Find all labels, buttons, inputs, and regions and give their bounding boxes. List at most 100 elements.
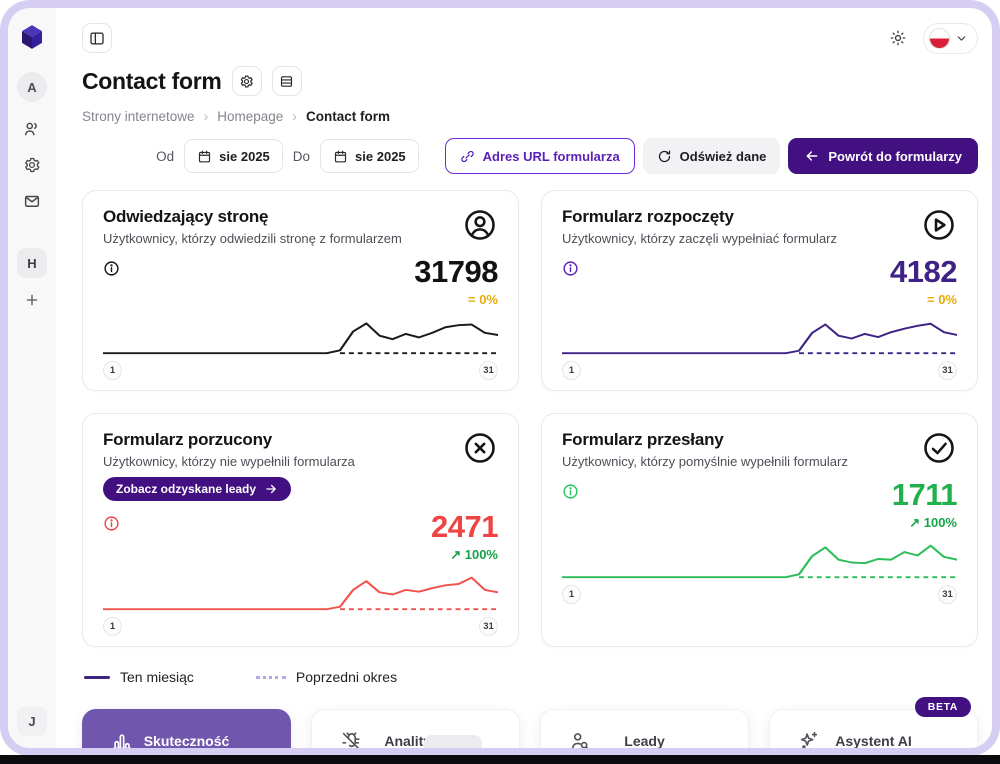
card-subtitle: Użytkownicy, którzy zaczęli wypełniać fo… [562,231,837,246]
card-header: Formularz porzucony Użytkownicy, którzy … [103,430,498,501]
mail-icon [24,195,40,207]
breadcrumb-item-current: Contact form [305,108,390,124]
recovered-leads-button[interactable]: Zobacz odzyskane leady [103,477,292,501]
bar-chart-icon [111,730,133,748]
sparkline-chart [103,322,498,355]
card-subtitle: Użytkownicy, którzy pomyślnie wypełnili … [562,454,848,469]
tab-skutecznosc[interactable]: Skuteczność [82,709,291,748]
metric-value: 1711 [891,477,958,512]
add-workspace-button[interactable] [24,292,40,308]
date-to-picker[interactable]: sie 2025 [320,139,419,173]
user-search-icon [569,730,591,748]
arrow-right-icon [266,484,276,494]
poland-flag-icon [929,27,950,49]
sparkles-icon [798,730,820,748]
theme-toggle-button[interactable] [889,29,907,47]
plus-icon [26,294,38,306]
tab-label: Skuteczność [143,733,230,748]
user-avatar-j[interactable]: J [17,706,47,736]
sidebar: A H [8,8,56,748]
solid-line-swatch [84,675,110,679]
axis-tick-end: 31 [938,361,957,380]
metric-delta: ↗ 100% [450,547,498,562]
refresh-icon [658,150,670,162]
metric-value: 31798 [414,254,498,289]
card-title: Odwiedzający stronę [103,207,269,226]
metric-cards-grid: Odwiedzający stronę Użytkownicy, którzy … [82,190,978,647]
axis-tick-start: 1 [103,617,122,636]
card-form-abandoned: Formularz porzucony Użytkownicy, którzy … [82,413,519,647]
info-icon[interactable] [562,260,579,277]
value-row: 31798 = 0% [103,256,498,307]
title-row: Contact form [82,66,978,96]
beta-badge: BETA [914,697,971,717]
breadcrumb-item-sites[interactable]: Strony internetowe [82,108,195,124]
users-icon [24,122,37,136]
refresh-data-label: Odśwież dane [679,148,767,164]
sparkline-chart [103,576,498,611]
workspace-item-h[interactable]: H [17,248,47,278]
form-url-label: Adres URL formularza [482,148,620,164]
info-icon[interactable] [103,260,120,277]
metric-delta: ↗ 100% [909,515,957,530]
horizontal-scrollbar-thumb[interactable] [424,735,482,748]
value-row: 1711 ↗ 100% [562,477,958,531]
breadcrumb: Strony internetowe › Homepage › Contact … [82,108,978,124]
breadcrumb-item-homepage[interactable]: Homepage [217,108,284,124]
gear-icon [25,157,40,173]
cube-logo-icon [22,25,42,49]
main-content: Contact form Strony internetowe › Homepa… [56,8,992,748]
tab-analityka[interactable]: Analityka [311,709,520,748]
bug-off-icon [340,730,362,748]
refresh-data-button[interactable]: Odśwież dane [642,138,781,174]
info-icon[interactable] [103,515,120,532]
link-icon [460,150,474,162]
card-title: Formularz porzucony [103,430,273,449]
calendar-icon [197,149,212,164]
calendar-icon [333,149,348,164]
sidebar-item-users[interactable] [23,120,41,138]
back-to-forms-button[interactable]: Powrót do formularzy [788,138,978,174]
metric-value: 2471 [431,509,498,544]
card-subtitle: Użytkownicy, którzy nie wypełnili formul… [103,454,355,469]
form-url-button[interactable]: Adres URL formularza [444,138,635,174]
tab-asystent-ai[interactable]: BETA Asystent AI [769,697,978,748]
info-icon[interactable] [562,483,579,500]
sidebar-toggle-button[interactable] [82,23,112,53]
metric-value: 4182 [890,254,957,289]
date-from-picker[interactable]: sie 2025 [184,139,283,173]
breadcrumb-separator: › [203,108,209,124]
workspace-avatar-a[interactable]: A [17,72,47,102]
dashed-line-swatch [255,675,286,679]
sparkline-chart [562,544,957,579]
legend-current-period: Ten miesiąc [84,669,194,685]
card-title: Formularz rozpoczęty [562,207,734,226]
chart-legend: Ten miesiąc Poprzedni okres [82,669,978,685]
sidebar-item-mail[interactable] [23,192,41,210]
form-fields-button[interactable] [271,66,302,96]
chevron-down-icon [955,32,968,45]
tab-leady[interactable]: Leady [540,709,749,748]
chart-axis: 1 31 [562,361,957,380]
card-form-submitted: Formularz przesłany Użytkownicy, którzy … [541,413,978,647]
filter-controls: Od sie 2025 Do sie 2025 [82,138,978,174]
sidebar-item-settings[interactable] [23,156,41,174]
form-settings-button[interactable] [231,66,262,96]
play-circle-icon [921,207,957,243]
arrow-left-icon [807,151,818,161]
chart-axis: 1 31 [562,585,957,604]
app-logo[interactable] [17,22,47,52]
value-row: 4182 = 0% [562,256,957,307]
tab-label: Asystent AI [835,733,912,748]
app-window: A H [8,8,992,748]
axis-tick-end: 31 [938,585,957,604]
page-title: Contact form [82,67,222,94]
language-selector[interactable] [923,22,978,54]
card-subtitle: Użytkownicy, którzy odwiedzili stronę z … [103,231,402,246]
card-header: Formularz rozpoczęty Użytkownicy, którzy… [562,207,957,246]
from-label: Od [156,148,175,164]
axis-tick-start: 1 [103,361,122,380]
tab-label: Leady [624,733,665,748]
topbar [82,18,978,58]
